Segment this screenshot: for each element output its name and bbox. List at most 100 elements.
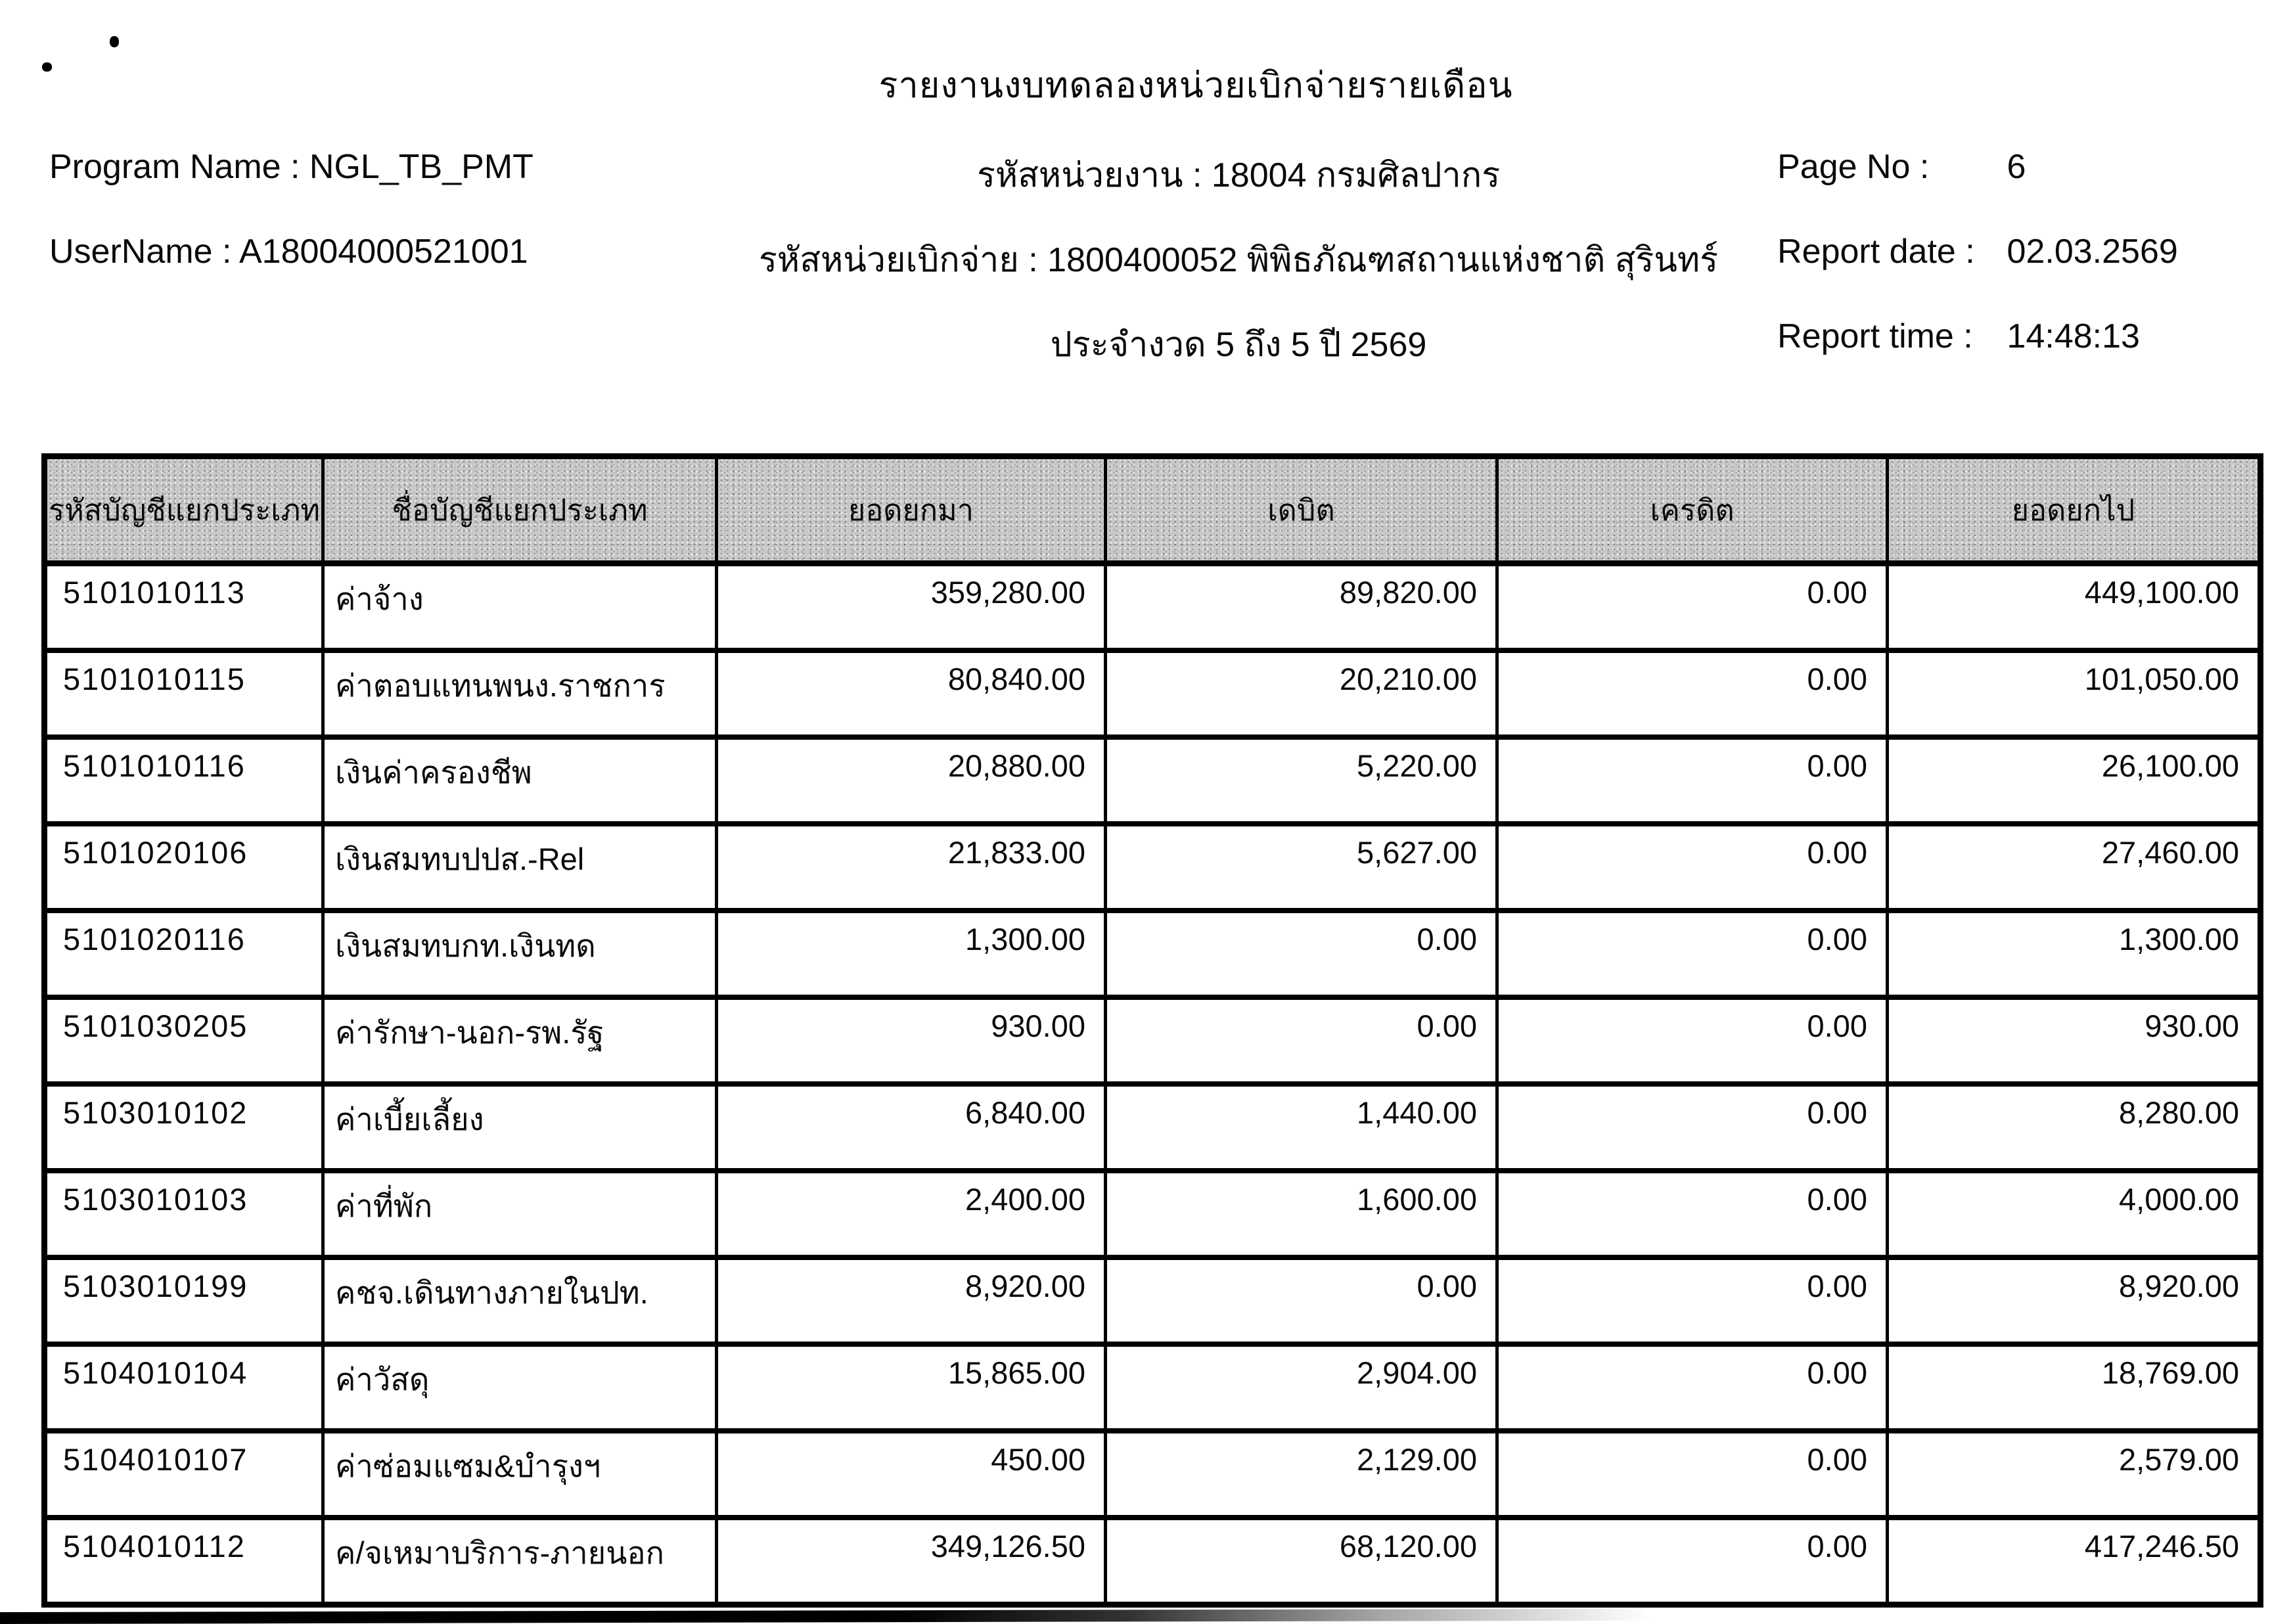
account-code-cell: 5104010107 <box>43 1428 325 1520</box>
page-number-label: Page No : <box>1777 148 1930 186</box>
table-row: 5101010116 เงินค่าครองชีพ 20,880.00 5,220.0… <box>43 734 2262 826</box>
table-row: 5101010113 ค่าจ้าง 359,280.00 89,820.00 0.00… <box>43 560 2262 653</box>
debit-cell: 2,129.00 <box>1104 1428 1499 1520</box>
credit-cell: 0.00 <box>1495 1515 1889 1608</box>
balance-carried-cell: 1,300.00 <box>1886 908 2262 1000</box>
credit-cell: 0.00 <box>1495 648 1889 740</box>
balance-carried-cell: 18,769.00 <box>1886 1342 2262 1433</box>
account-code-cell: 5101010115 <box>43 648 325 740</box>
scan-speck <box>110 36 119 47</box>
account-name-cell: คชจ.เดินทางภายในปท. <box>321 1255 718 1347</box>
debit-cell: 5,627.00 <box>1104 821 1499 913</box>
program-name-line: Program Name : NGL_TB_PMT <box>49 147 759 187</box>
balance-carried-cell: 2,579.00 <box>1886 1428 2262 1520</box>
report-time-line: Report time : 14:48:13 <box>1718 317 2257 356</box>
account-name-cell: ค่าซ่อมแซม&บำรุงฯ <box>321 1428 718 1520</box>
debit-cell: 1,600.00 <box>1104 1168 1499 1260</box>
account-name-cell: ค่าวัสดุ <box>321 1342 718 1433</box>
credit-cell: 0.00 <box>1495 821 1889 913</box>
balance-forward-cell: 6,840.00 <box>715 1081 1107 1173</box>
account-code-cell: 5104010104 <box>43 1342 325 1433</box>
balance-forward-cell: 930.00 <box>715 995 1107 1087</box>
balance-carried-cell: 101,050.00 <box>1886 648 2262 740</box>
debit-cell: 0.00 <box>1104 1255 1499 1347</box>
account-name-cell: เงินสมทบกท.เงินทด <box>321 908 718 1000</box>
table-row: 5103010102 ค่าเบี้ยเลี้ยง 6,840.00 1,440.00… <box>43 1081 2262 1173</box>
balance-carried-cell: 417,246.50 <box>1886 1515 2262 1608</box>
table-row: 5104010107 ค่าซ่อมแซม&บำรุงฯ 450.00 2,129.0… <box>43 1428 2262 1520</box>
credit-cell: 0.00 <box>1495 1168 1889 1260</box>
account-name-cell: ค่าเบี้ยเลี้ยง <box>321 1081 718 1173</box>
balance-carried-cell: 930.00 <box>1886 995 2262 1087</box>
table-row: 5103010103 ค่าที่พัก 2,400.00 1,600.00 0.00 4… <box>43 1168 2262 1260</box>
column-header: ยอดยกมา <box>715 453 1107 566</box>
column-header: ชื่อบัญชีแยกประเภท <box>321 453 718 566</box>
report-time-value: 14:48:13 <box>2007 317 2140 355</box>
program-name-label: Program Name : <box>49 148 300 186</box>
period-line: ประจำงวด 5 ถึง 5 ปี 2569 <box>1050 326 1427 364</box>
account-code-cell: 5101020106 <box>43 821 325 913</box>
balance-forward-cell: 450.00 <box>715 1428 1107 1520</box>
credit-cell: 0.00 <box>1495 560 1889 653</box>
page-number-value: 6 <box>2007 148 2026 186</box>
report-date-label: Report date : <box>1777 233 1975 271</box>
column-header: เครดิต <box>1495 453 1889 566</box>
balance-forward-cell: 359,280.00 <box>715 560 1107 653</box>
account-code-cell: 5104010112 <box>43 1515 325 1608</box>
debit-cell: 0.00 <box>1104 995 1499 1087</box>
table-row: 5101020116 เงินสมทบกท.เงินทด 1,300.00 0.00 0… <box>43 908 2262 1000</box>
account-name-cell: ค่าที่พัก <box>321 1168 718 1260</box>
table-row: 5104010112 ค/จเหมาบริการ-ภายนอก 349,126.50… <box>43 1515 2262 1608</box>
debit-cell: 2,904.00 <box>1104 1342 1499 1433</box>
balance-forward-cell: 8,920.00 <box>715 1255 1107 1347</box>
account-name-cell: ค/จเหมาบริการ-ภายนอก <box>321 1515 718 1608</box>
debit-cell: 1,440.00 <box>1104 1081 1499 1173</box>
balance-carried-cell: 27,460.00 <box>1886 821 2262 913</box>
credit-cell: 0.00 <box>1495 1342 1889 1433</box>
account-code-cell: 5101030205 <box>43 995 325 1087</box>
table-row: 5101010115 ค่าตอบแทนพนง.ราชการ 80,840.00 20… <box>43 648 2262 740</box>
username-line: UserName : A18004000521001 <box>49 232 759 271</box>
report-meta: Program Name : NGL_TB_PMT รหัสหน่วยงาน :… <box>49 147 2257 401</box>
account-code-cell: 5101020116 <box>43 908 325 1000</box>
account-code-cell: 5103010103 <box>43 1168 325 1260</box>
credit-cell: 0.00 <box>1495 908 1889 1000</box>
credit-cell: 0.00 <box>1495 734 1889 826</box>
account-name-cell: เงินค่าครองชีพ <box>321 734 718 826</box>
table-row: 5101020106 เงินสมทบปปส.-Rel 21,833.00 5,627… <box>43 821 2262 913</box>
account-code-cell: 5101010113 <box>43 560 325 653</box>
program-name-value: NGL_TB_PMT <box>309 148 534 186</box>
balance-forward-cell: 349,126.50 <box>715 1515 1107 1608</box>
username-value: A18004000521001 <box>238 233 528 271</box>
account-code-cell: 5101010116 <box>43 734 325 826</box>
balance-carried-cell: 26,100.00 <box>1886 734 2262 826</box>
table-row: 5103010199 คชจ.เดินทางภายในปท. 8,920.00 0.0… <box>43 1255 2262 1347</box>
debit-cell: 68,120.00 <box>1104 1515 1499 1608</box>
debit-cell: 0.00 <box>1104 908 1499 1000</box>
balance-forward-cell: 21,833.00 <box>715 821 1107 913</box>
credit-cell: 0.00 <box>1495 1428 1889 1520</box>
report-date-line: Report date : 02.03.2569 <box>1718 232 2257 271</box>
account-name-cell: ค่ารักษา-นอก-รพ.รัฐ <box>321 995 718 1087</box>
agency-code-line: รหัสหน่วยงาน : 18004 กรมศิลปากร <box>976 156 1501 194</box>
account-name-cell: ค่าตอบแทนพนง.ราชการ <box>321 648 718 740</box>
credit-cell: 0.00 <box>1495 1255 1889 1347</box>
account-code-cell: 5103010102 <box>43 1081 325 1173</box>
page-number-line: Page No : 6 <box>1718 147 2257 187</box>
column-header: รหัสบัญชีแยกประเภท <box>43 453 325 566</box>
balance-carried-cell: 4,000.00 <box>1886 1168 2262 1260</box>
scan-artifact-bar <box>0 1608 1794 1624</box>
credit-cell: 0.00 <box>1495 995 1889 1087</box>
report-table: รหัสบัญชีแยกประเภท ชื่อบัญชีแยกประเภท ยอดย… <box>41 453 2263 1608</box>
report-date-value: 02.03.2569 <box>2007 233 2178 271</box>
column-header: เดบิต <box>1104 453 1499 566</box>
account-name-cell: ค่าจ้าง <box>321 560 718 653</box>
balance-carried-cell: 8,280.00 <box>1886 1081 2262 1173</box>
report-title: รายงานงบทดลองหน่วยเบิกจ่ายรายเดือน <box>878 66 1513 105</box>
debit-cell: 5,220.00 <box>1104 734 1499 826</box>
balance-carried-cell: 449,100.00 <box>1886 560 2262 653</box>
balance-forward-cell: 2,400.00 <box>715 1168 1107 1260</box>
table-body: 5101010113 ค่าจ้าง 359,280.00 89,820.00 0.00… <box>43 560 2262 1608</box>
disbursement-unit-line: รหัสหน่วยเบิกจ่าย : 1800400052 พิพิธภัณฑ… <box>759 241 1719 279</box>
